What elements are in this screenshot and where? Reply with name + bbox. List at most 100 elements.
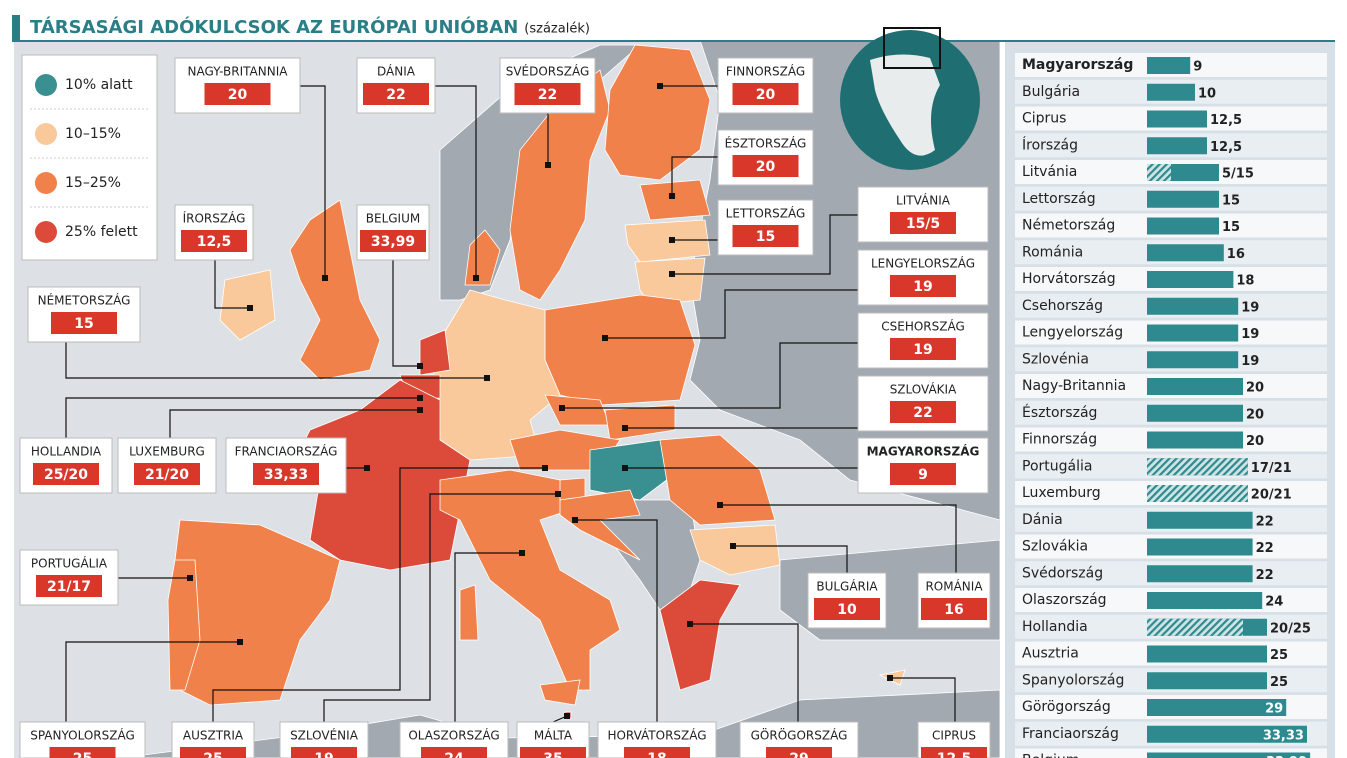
leader-dot [417,363,423,369]
rate-box [360,230,426,252]
country-name: LUXEMBURG [129,445,205,459]
map-labels: NAGY-BRITANNIA 20 DÁNIA 22 SVÉDORSZÁG 22 FINNO… [19,57,991,758]
leader-dot [559,405,565,411]
leader-dot [730,543,736,549]
title: TÁRSASÁGI ADÓKULCSOK AZ EURÓPAI UNIÓBAN [30,16,518,38]
leader-line [435,85,477,278]
country-name: HORVÁTORSZÁG [607,728,706,743]
row-name: Észtország [1022,404,1097,421]
country-name: SPANYOLORSZÁG [30,728,135,743]
bar [1147,57,1191,74]
row-name: Svédország [1022,565,1103,581]
row-name: Olaszország [1022,592,1107,608]
leader-dot [622,465,628,471]
leader-line [212,467,545,722]
leader-line [720,504,957,573]
subtitle: (százalék) [524,22,590,37]
leader-line [65,397,420,438]
legend-swatch [35,74,57,96]
bar-label: 10 [1198,86,1216,101]
row-name: Lettország [1022,191,1096,207]
country-shape [589,439,681,501]
bar-label: 16 [1227,247,1245,262]
leader-dot [247,305,253,311]
rate-box [890,338,956,360]
leader-line [169,409,420,438]
leader-line [65,641,240,722]
legend: 10% alatt 10–15% 15–25% 25% felett [21,54,158,261]
row-name: Görögország [1022,699,1111,715]
bar-label: 15 [1222,193,1240,208]
rate-box [181,230,247,252]
leader-dot [602,335,608,341]
country-name: GÖRÖGORSZÁG [751,727,848,743]
rate-box [36,575,102,597]
bar [1147,511,1253,529]
leader-dot [417,395,423,401]
rate-box [363,83,429,105]
rate-box [732,155,799,177]
country-name: BULGÁRIA [816,579,878,594]
leader-dot [187,575,193,581]
bar [1147,725,1307,743]
bar-label: 25 [1270,675,1288,690]
bar-hatch [1147,164,1171,181]
bar [1147,645,1267,663]
rate-value: 21/17 [47,579,91,595]
country-name: MAGYARORSZÁG [867,444,980,459]
country-name: SZLOVÁKIA [890,382,957,397]
country-name: NAGY-BRITANNIA [188,65,289,79]
country-name: LITVÁNIA [896,193,951,208]
country-name: BELGIUM [366,212,420,226]
bar-label: 18 [1236,274,1254,289]
bar-label: 17/21 [1251,461,1292,476]
rate-value: 20 [228,87,248,103]
leader-dot [364,465,370,471]
row-name: Románia [1022,244,1083,260]
leader-dot [519,550,525,556]
rate-value: 22 [913,405,932,421]
rate-box [49,747,116,758]
bar [1147,351,1239,369]
leader-dot [887,675,893,681]
row-name: Dánia [1022,512,1063,528]
legend-label: 10–15% [65,126,121,142]
rate-value: 33,33 [264,467,308,483]
row-name: Szlovénia [1022,351,1089,367]
rate-box [514,83,581,105]
leader-dot [473,275,479,281]
country-name: ROMÁNIA [925,579,983,594]
bar [1147,699,1287,716]
row-name: Hollandia [1022,619,1088,635]
country-name: LENGYELORSZÁG [871,256,975,271]
bar-panel: Magyarország 9 Bulgária 10 Ciprus 12,5 Írorszá… [1005,42,1335,758]
rate-box [890,275,956,297]
leader-dot [564,713,570,719]
rate-box [624,747,690,758]
row-name: Bulgária [1022,84,1080,100]
leader-dot [237,639,243,645]
title-marker [12,15,20,41]
rate-value: 25 [203,751,222,758]
country-shape [289,199,381,381]
row-name: Ciprus [1022,111,1066,127]
leader-line [605,289,858,339]
rate-box [921,747,987,758]
bar-label: 22 [1256,541,1274,556]
legend-label: 15–25% [65,175,121,191]
country-shape [459,584,479,641]
rate-box [732,225,799,247]
bar-label: 9 [1193,60,1202,75]
rate-box [180,747,246,758]
bar [1147,538,1253,556]
rate-box [33,463,99,485]
rate-value: 18 [647,751,666,758]
rate-value: 12,5 [197,234,232,250]
bar-label: 25 [1270,648,1288,663]
rate-box [921,598,987,620]
row-name: Luxemburg [1022,485,1101,501]
bar [1147,378,1243,395]
rate-box [732,83,799,105]
leader-dot [572,517,578,523]
